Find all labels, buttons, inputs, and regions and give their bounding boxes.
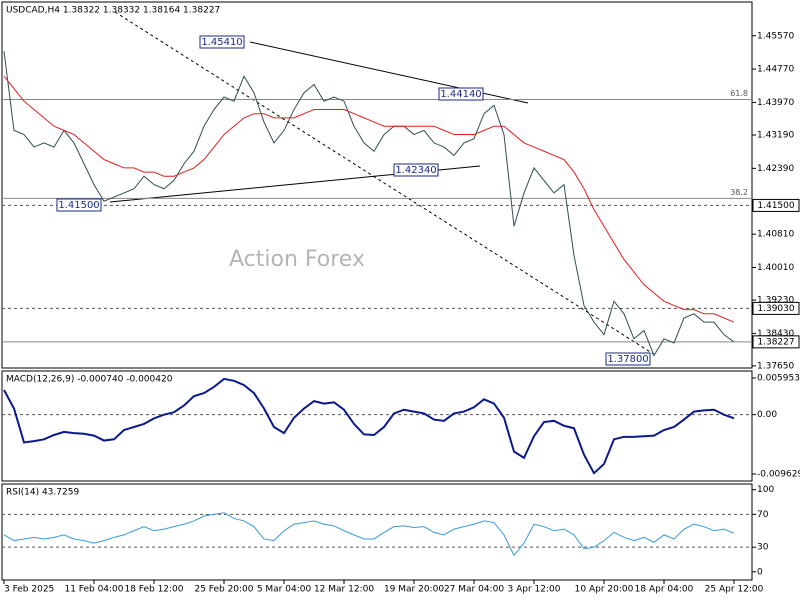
y-tick-label: -0.009629 xyxy=(757,469,800,479)
y-tick-label: 1.40010 xyxy=(757,263,794,273)
x-tick-label: 3 Feb 2025 xyxy=(4,585,54,595)
level-label: 61.8 xyxy=(730,89,748,98)
annotation-text: 1.45410 xyxy=(201,37,242,48)
x-tick-label: 18 Apr 04:00 xyxy=(635,585,694,595)
series-line xyxy=(3,75,735,323)
y-tick-label: 100 xyxy=(757,485,774,495)
x-tick-label: 3 Apr 12:00 xyxy=(508,585,561,595)
x-tick-label: 18 Feb 12:00 xyxy=(124,585,183,595)
trend-line xyxy=(114,11,656,356)
y-tick-label: 1.43970 xyxy=(757,98,794,108)
y-tick-label: 30 xyxy=(757,543,769,553)
y-tick-label: 1.44770 xyxy=(757,65,794,75)
level-box xyxy=(752,198,800,212)
annotation-text: 1.42340 xyxy=(395,165,436,176)
y-tick-label: 0.00 xyxy=(757,410,777,420)
level-box xyxy=(752,301,800,315)
series-line xyxy=(3,512,735,557)
y-tick-label: 1.38430 xyxy=(757,329,794,339)
y-tick-label: 0 xyxy=(757,567,763,577)
y-tick-label: 70 xyxy=(757,510,769,520)
x-tick-label: 25 Apr 12:00 xyxy=(705,585,764,595)
level-box xyxy=(752,335,800,349)
panel-frame xyxy=(1,1,753,369)
y-tick-label: 1.45570 xyxy=(757,31,794,41)
y-tick-label: 1.40810 xyxy=(757,230,794,240)
level-label: 38.2 xyxy=(730,188,748,197)
y-tick-label: 1.39230 xyxy=(757,296,794,306)
annotation-text: 1.44140 xyxy=(440,89,481,100)
annotation: 1.45410 1.44140 1.42340 1.41500 1.37800 xyxy=(56,35,651,366)
panel-frame xyxy=(1,483,753,581)
level-value: 1.41500 xyxy=(757,201,794,211)
x-tick-label: 25 Feb 20:00 xyxy=(194,585,253,595)
x-tick-label: 10 Apr 20:00 xyxy=(575,585,634,595)
y-tick-label: 1.42390 xyxy=(757,164,794,174)
x-tick-label: 27 Mar 04:00 xyxy=(444,585,504,595)
y-tick-label: 1.37650 xyxy=(757,361,794,371)
y-tick-label: 1.43190 xyxy=(757,130,794,140)
annotation-text: 1.41500 xyxy=(58,200,99,211)
panel-title: USDCAD,H4 1.38322 1.38332 1.38164 1.3822… xyxy=(6,6,220,16)
panel-title: MACD(12,26,9) -0.000740 -0.000420 xyxy=(6,375,173,385)
panel-frame xyxy=(1,370,753,482)
level-value: 1.38227 xyxy=(757,337,794,347)
x-tick-label: 5 Mar 04:00 xyxy=(257,585,312,595)
x-tick-label: 11 Feb 04:00 xyxy=(64,585,123,595)
annotation-text: 1.37800 xyxy=(607,354,648,365)
watermark: Action Forex xyxy=(229,247,365,272)
x-tick-label: 19 Mar 20:00 xyxy=(384,585,444,595)
y-tick-label: 0.005953 xyxy=(757,374,800,384)
level-value: 1.39030 xyxy=(757,304,794,314)
x-tick-label: 12 Mar 12:00 xyxy=(314,585,374,595)
series-line xyxy=(3,51,735,357)
panel-title: RSI(14) 43.7259 xyxy=(6,488,79,498)
series-line xyxy=(3,377,735,475)
